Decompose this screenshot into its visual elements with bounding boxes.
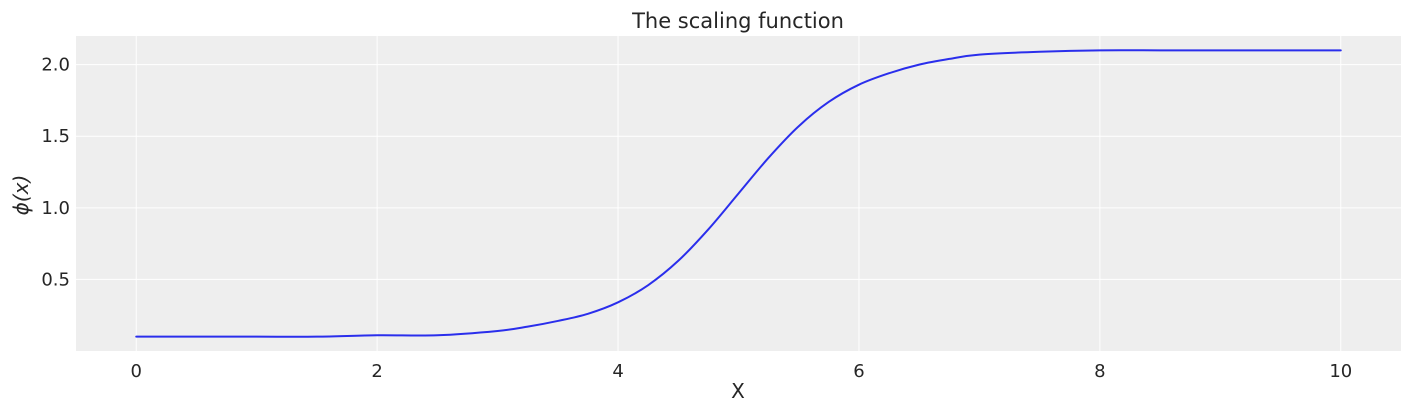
x-tick-label: 8	[1094, 361, 1105, 382]
y-tick-label: 2.0	[41, 55, 70, 76]
series-line	[135, 49, 1342, 338]
x-tick-label: 0	[131, 361, 142, 382]
x-tick-label: 6	[853, 361, 864, 382]
chart-title: The scaling function	[631, 9, 844, 33]
y-axis-ticks: 0.5 1.0 1.5 2.0	[41, 55, 70, 291]
x-tick-label: 2	[371, 361, 382, 382]
x-axis-ticks: 0 2 4 6 8 10	[131, 361, 1353, 382]
y-tick-label: 0.5	[41, 269, 70, 290]
y-tick-label: 1.0	[41, 198, 70, 219]
x-axis-label: X	[731, 379, 745, 403]
x-tick-label: 4	[612, 361, 623, 382]
grid	[76, 36, 1401, 351]
series-layer	[135, 49, 1342, 338]
y-tick-label: 1.5	[41, 126, 70, 147]
x-tick-label: 10	[1329, 361, 1352, 382]
y-axis-label: ϕ(x)	[9, 175, 33, 216]
